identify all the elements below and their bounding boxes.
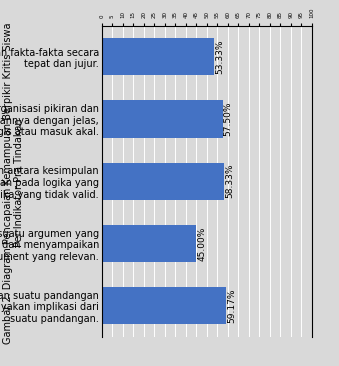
Bar: [102, 287, 226, 324]
Text: 57.50%: 57.50%: [224, 102, 233, 136]
Text: 59.17%: 59.17%: [227, 288, 236, 323]
Text: 53.33%: 53.33%: [215, 40, 224, 74]
Text: Gambar 2. Diagram Pencapaian Kemampuan Berpikir Kritis Siswa
Per Indikator Pra T: Gambar 2. Diagram Pencapaian Kemampuan B…: [3, 22, 24, 344]
Text: 58.33%: 58.33%: [225, 164, 234, 198]
Text: 45.00%: 45.00%: [197, 226, 206, 261]
Bar: [102, 225, 196, 262]
Bar: [102, 100, 222, 138]
Bar: [102, 38, 214, 75]
Bar: [102, 163, 224, 200]
